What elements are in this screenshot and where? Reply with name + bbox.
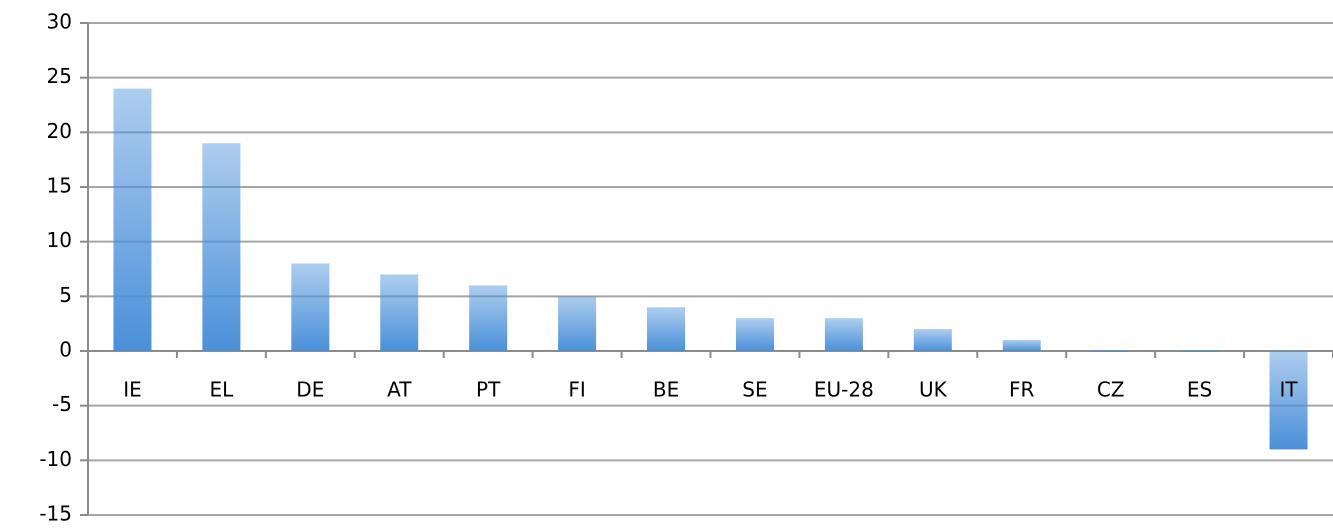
bar — [113, 88, 152, 351]
x-tick-label: EL — [210, 378, 235, 402]
bar — [1091, 351, 1130, 352]
x-tick-label: EU-28 — [814, 378, 874, 402]
x-tick-label: ES — [1187, 378, 1212, 402]
bar — [913, 329, 952, 351]
x-tick-label: DE — [296, 378, 324, 402]
x-tick-label: UK — [919, 378, 948, 402]
bar — [291, 263, 330, 351]
bar — [558, 296, 597, 351]
y-tick-label: 15 — [47, 174, 72, 198]
y-tick-label: 10 — [47, 228, 72, 252]
y-tick-label: -15 — [39, 502, 72, 526]
x-tick-label: PT — [476, 378, 501, 402]
bar — [469, 285, 508, 351]
y-tick-label: -10 — [39, 447, 72, 471]
x-tick-label: FR — [1009, 378, 1035, 402]
y-tick-label: 5 — [59, 283, 72, 307]
x-tick-label: IE — [123, 378, 142, 402]
bar — [202, 143, 241, 351]
y-tick-label: -5 — [52, 392, 72, 416]
x-tick-label: BE — [653, 378, 679, 402]
bar — [1269, 351, 1308, 450]
y-tick-label: 25 — [47, 64, 72, 88]
bar — [1180, 351, 1219, 352]
x-tick-label: CZ — [1097, 378, 1125, 402]
y-tick-label: 20 — [47, 119, 72, 143]
bar — [380, 274, 419, 351]
bar — [1002, 340, 1041, 351]
x-tick-label: FI — [568, 378, 585, 402]
x-tick-label: AT — [387, 378, 412, 402]
x-tick-label: SE — [742, 378, 767, 402]
y-tick-label: 0 — [59, 338, 72, 362]
bar — [824, 318, 863, 351]
x-tick-label: IT — [1279, 378, 1298, 402]
y-tick-label: 30 — [47, 10, 72, 34]
bar — [735, 318, 774, 351]
bar — [647, 307, 686, 351]
